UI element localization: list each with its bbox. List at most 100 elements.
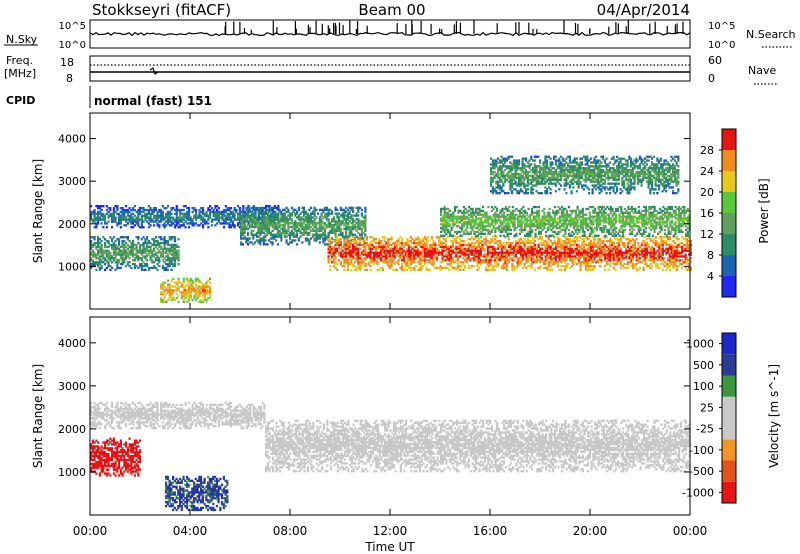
echo-cell — [590, 255, 593, 258]
echo-cell — [241, 212, 244, 215]
echo-cell — [158, 208, 161, 212]
echo-cell — [591, 245, 594, 249]
echo-cell — [390, 247, 393, 250]
echo-cell — [525, 247, 528, 250]
echo-cell — [142, 236, 145, 239]
echo-cell — [511, 247, 514, 250]
echo-cell — [105, 205, 108, 208]
echo-cell — [160, 247, 163, 250]
echo-cell — [126, 243, 129, 247]
echo-cell — [95, 218, 98, 221]
echo-cell — [469, 245, 472, 249]
echo-cell — [130, 218, 133, 221]
echo-cell — [116, 207, 119, 210]
echo-cell — [130, 247, 133, 250]
echo-cell — [233, 208, 236, 212]
echo-cell — [343, 212, 346, 215]
echo-cell — [241, 208, 244, 212]
echo-cell — [170, 291, 173, 294]
echo-cell — [639, 266, 642, 270]
echo-cell — [273, 216, 276, 219]
echo-cell — [142, 247, 145, 250]
echo-cell — [378, 241, 381, 245]
echo-cell — [121, 240, 124, 243]
echo-cell — [418, 249, 421, 252]
echo-cell — [590, 264, 593, 268]
echo-cell — [439, 268, 442, 272]
echo-cell — [530, 251, 533, 254]
echo-cell — [116, 212, 119, 216]
echo-cell — [576, 243, 579, 247]
echo-cell — [95, 224, 98, 227]
echo-cell — [165, 214, 168, 217]
echo-cell — [93, 255, 96, 258]
echo-cell — [154, 208, 157, 212]
echo-cell — [395, 243, 398, 247]
echo-cell — [158, 224, 161, 227]
echo-cell — [97, 222, 100, 225]
echo-cell — [579, 245, 582, 249]
echo-cell — [175, 293, 178, 296]
echo-cell — [116, 266, 119, 270]
echo-cell — [420, 240, 423, 243]
echo-cell — [348, 251, 351, 254]
echo-cell — [175, 222, 178, 225]
echo-cell — [207, 226, 210, 229]
echo-cell — [423, 259, 426, 262]
echo-cell — [97, 212, 100, 216]
echo-cell — [153, 220, 156, 223]
echo-cell — [275, 235, 278, 238]
echo-cell — [214, 207, 217, 210]
echo-cell — [408, 266, 411, 270]
echo-cell — [261, 222, 264, 225]
echo-cell — [283, 212, 286, 215]
echo-cell — [485, 268, 488, 272]
echo-cell — [534, 245, 537, 249]
echo-cell — [163, 296, 166, 300]
echo-cell — [558, 253, 561, 256]
echo-cell — [345, 224, 348, 227]
echo-cell — [353, 240, 356, 243]
echo-cell — [544, 259, 547, 262]
echo-cell — [160, 251, 163, 254]
echo-cell — [174, 236, 177, 239]
echo-cell — [175, 257, 178, 260]
echo-cell — [189, 283, 192, 286]
echo-cell — [245, 227, 248, 231]
echo-cell — [514, 247, 517, 250]
echo-cell — [514, 249, 517, 252]
echo-cell — [380, 247, 383, 250]
echo-cell — [537, 259, 540, 262]
echo-cell — [485, 255, 488, 258]
echo-cell — [549, 245, 552, 249]
echo-cell — [105, 251, 108, 254]
echo-cell — [216, 212, 219, 216]
echo-cell — [502, 255, 505, 258]
echo-cell — [299, 218, 302, 221]
echo-cell — [126, 222, 129, 225]
echo-cell — [118, 238, 121, 241]
echo-cell — [276, 235, 279, 238]
echo-cell — [429, 261, 432, 264]
echo-cell — [209, 281, 212, 284]
echo-cell — [203, 296, 206, 300]
echo-cell — [485, 257, 488, 260]
echo-cell — [485, 243, 488, 247]
echo-cell — [308, 222, 311, 225]
echo-cell — [205, 289, 208, 292]
echo-cell — [366, 257, 369, 260]
echo-cell — [296, 212, 299, 215]
echo-cell — [331, 218, 334, 221]
echo-cell — [132, 220, 135, 223]
echo-cell — [313, 212, 316, 215]
echo-cell — [577, 261, 580, 264]
echo-cell — [306, 239, 309, 242]
echo-cell — [238, 226, 241, 229]
echo-cell — [532, 238, 535, 241]
echo-cell — [116, 208, 119, 212]
echo-cell — [301, 222, 304, 225]
echo-cell — [376, 251, 379, 254]
echo-cell — [423, 241, 426, 245]
echo-cell — [109, 253, 112, 256]
echo-cell — [294, 224, 297, 227]
